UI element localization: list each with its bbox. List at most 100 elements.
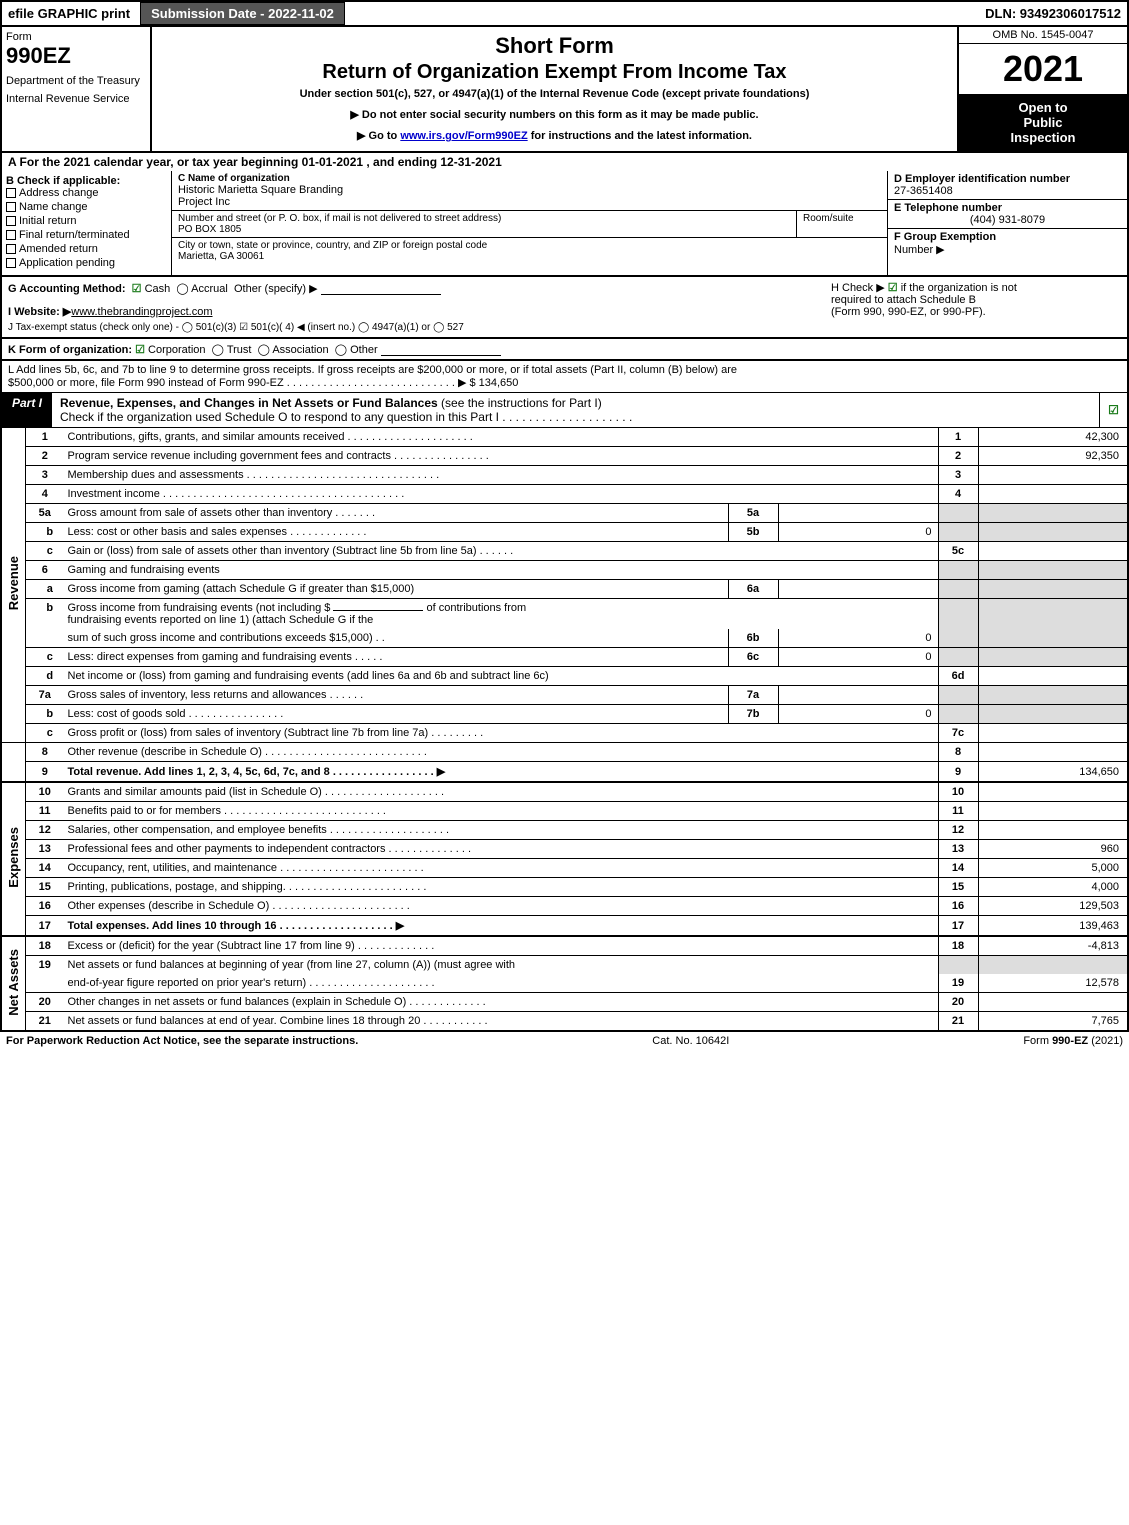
footer-left: For Paperwork Reduction Act Notice, see … xyxy=(6,1035,358,1047)
top-bar-left: efile GRAPHIC print Submission Date - 20… xyxy=(2,2,345,25)
l-row: L Add lines 5b, 6c, and 7b to line 9 to … xyxy=(0,361,1129,393)
table-row: b Less: cost of goods sold . . . . . . .… xyxy=(1,705,1128,724)
address-label: Number and street (or P. O. box, if mail… xyxy=(178,213,501,224)
table-row: 9 Total revenue. Add lines 1, 2, 3, 4, 5… xyxy=(1,762,1128,783)
column-c: C Name of organization Historic Marietta… xyxy=(172,171,887,275)
open-public-badge: Open to Public Inspection xyxy=(959,94,1127,151)
table-row: c Gross profit or (loss) from sales of i… xyxy=(1,724,1128,743)
table-row: 13 Professional fees and other payments … xyxy=(1,840,1128,859)
check-icon: ☑ xyxy=(132,283,142,295)
line-desc: Contributions, gifts, grants, and simila… xyxy=(64,428,939,447)
website-value[interactable]: www.thebrandingproject.com xyxy=(71,306,212,318)
col-b-title: B Check if applicable: xyxy=(6,175,167,187)
line-num: 1 xyxy=(26,428,64,447)
phone-label: E Telephone number xyxy=(894,202,1002,214)
section-a: A For the 2021 calendar year, or tax yea… xyxy=(0,153,1129,171)
chk-address-change[interactable]: Address change xyxy=(6,187,167,199)
table-row: 14 Occupancy, rent, utilities, and maint… xyxy=(1,859,1128,878)
table-row: d Net income or (loss) from gaming and f… xyxy=(1,667,1128,686)
part1-title: Revenue, Expenses, and Changes in Net As… xyxy=(52,393,1099,427)
form-label: Form xyxy=(6,31,146,43)
chk-initial-return[interactable]: Initial return xyxy=(6,215,167,227)
column-def: D Employer identification number 27-3651… xyxy=(887,171,1127,275)
table-row: Net Assets 18 Excess or (deficit) for th… xyxy=(1,936,1128,956)
table-row: Revenue 1 Contributions, gifts, grants, … xyxy=(1,428,1128,447)
org-name-1: Historic Marietta Square Branding xyxy=(178,184,343,196)
phone-block: E Telephone number (404) 931-8079 xyxy=(888,200,1127,229)
netassets-side-label: Net Assets xyxy=(1,936,26,1031)
phone-value: (404) 931-8079 xyxy=(894,214,1121,226)
table-row: 16 Other expenses (describe in Schedule … xyxy=(1,897,1128,916)
irs-link[interactable]: www.irs.gov/Form990EZ xyxy=(400,130,527,142)
table-row: 11 Benefits paid to or for members . . .… xyxy=(1,802,1128,821)
city-row: City or town, state or province, country… xyxy=(172,238,887,264)
table-row: c Gain or (loss) from sale of assets oth… xyxy=(1,542,1128,561)
h-box: H Check ▶ ☑ if the organization is not r… xyxy=(831,281,1121,318)
chk-final-return[interactable]: Final return/terminated xyxy=(6,229,167,241)
short-form-title: Short Form xyxy=(158,33,951,59)
ein-block: D Employer identification number 27-3651… xyxy=(888,171,1127,200)
group-exemption-number: Number ▶ xyxy=(894,244,945,256)
table-row: b Gross income from fundraising events (… xyxy=(1,599,1128,630)
ein-value: 27-3651408 xyxy=(894,185,953,197)
check-icon: ☑ xyxy=(1108,403,1119,417)
form-number: 990EZ xyxy=(6,43,146,69)
table-row: 2 Program service revenue including gove… xyxy=(1,447,1128,466)
table-row: sum of such gross income and contributio… xyxy=(1,629,1128,648)
k-row: K Form of organization: ☑ Corporation ◯ … xyxy=(0,338,1129,361)
return-title: Return of Organization Exempt From Incom… xyxy=(158,61,951,84)
ssn-warning: ▶ Do not enter social security numbers o… xyxy=(158,108,951,121)
column-b: B Check if applicable: Address change Na… xyxy=(2,171,172,275)
k-other-input[interactable] xyxy=(381,342,501,356)
table-row: a Gross income from gaming (attach Sched… xyxy=(1,580,1128,599)
dln-label: DLN: 93492306017512 xyxy=(985,6,1127,21)
footer-center: Cat. No. 10642I xyxy=(652,1035,729,1047)
open-line2: Public xyxy=(965,115,1121,130)
section-ghij: G Accounting Method: ☑ Cash ◯ Accrual Ot… xyxy=(0,277,1129,338)
submission-date-button[interactable]: Submission Date - 2022-11-02 xyxy=(140,2,345,25)
table-row: 17 Total expenses. Add lines 10 through … xyxy=(1,916,1128,937)
part1-badge: Part I xyxy=(2,393,52,427)
revenue-side-label: Revenue xyxy=(1,428,26,743)
table-row: b Less: cost or other basis and sales ex… xyxy=(1,523,1128,542)
expenses-side-label: Expenses xyxy=(1,782,26,936)
group-exemption-label: F Group Exemption xyxy=(894,231,996,243)
table-row: c Less: direct expenses from gaming and … xyxy=(1,648,1128,667)
table-row: end-of-year figure reported on prior yea… xyxy=(1,974,1128,993)
section-bcdef: B Check if applicable: Address change Na… xyxy=(0,171,1129,277)
footer-right: Form 990-EZ (2021) xyxy=(1023,1035,1123,1047)
table-row: 5a Gross amount from sale of assets othe… xyxy=(1,504,1128,523)
table-row: 12 Salaries, other compensation, and emp… xyxy=(1,821,1128,840)
header-center: Short Form Return of Organization Exempt… xyxy=(152,27,957,151)
table-row: 20 Other changes in net assets or fund b… xyxy=(1,993,1128,1012)
address-value: PO BOX 1805 xyxy=(178,224,241,235)
table-row: 21 Net assets or fund balances at end of… xyxy=(1,1012,1128,1032)
right-label: 1 xyxy=(938,428,978,447)
table-row: 6 Gaming and fundraising events xyxy=(1,561,1128,580)
dept-treasury: Department of the Treasury xyxy=(6,75,146,87)
table-row: 15 Printing, publications, postage, and … xyxy=(1,878,1128,897)
under-section: Under section 501(c), 527, or 4947(a)(1)… xyxy=(158,88,951,100)
open-line1: Open to xyxy=(965,100,1121,115)
chk-application-pending[interactable]: Application pending xyxy=(6,257,167,269)
header-right: OMB No. 1545-0047 2021 Open to Public In… xyxy=(957,27,1127,151)
org-name-row: C Name of organization Historic Marietta… xyxy=(172,171,887,211)
check-icon: ☑ xyxy=(135,344,145,356)
table-row: 3 Membership dues and assessments . . . … xyxy=(1,466,1128,485)
room-suite: Room/suite xyxy=(797,211,887,237)
top-bar: efile GRAPHIC print Submission Date - 20… xyxy=(0,0,1129,27)
part1-check[interactable]: ☑ xyxy=(1099,393,1127,427)
page-footer: For Paperwork Reduction Act Notice, see … xyxy=(0,1032,1129,1050)
dept-irs: Internal Revenue Service xyxy=(6,93,146,105)
form-header: Form 990EZ Department of the Treasury In… xyxy=(0,27,1129,153)
other-specify-input[interactable] xyxy=(321,281,441,295)
chk-name-change[interactable]: Name change xyxy=(6,201,167,213)
table-row: 7a Gross sales of inventory, less return… xyxy=(1,686,1128,705)
address-left: Number and street (or P. O. box, if mail… xyxy=(172,211,797,237)
org-name-2: Project Inc xyxy=(178,196,230,208)
efile-print-button[interactable]: efile GRAPHIC print xyxy=(2,4,136,23)
chk-amended-return[interactable]: Amended return xyxy=(6,243,167,255)
city-label: City or town, state or province, country… xyxy=(178,240,487,251)
right-value: 42,300 xyxy=(978,428,1128,447)
j-line: J Tax-exempt status (check only one) - ◯… xyxy=(8,322,1121,333)
